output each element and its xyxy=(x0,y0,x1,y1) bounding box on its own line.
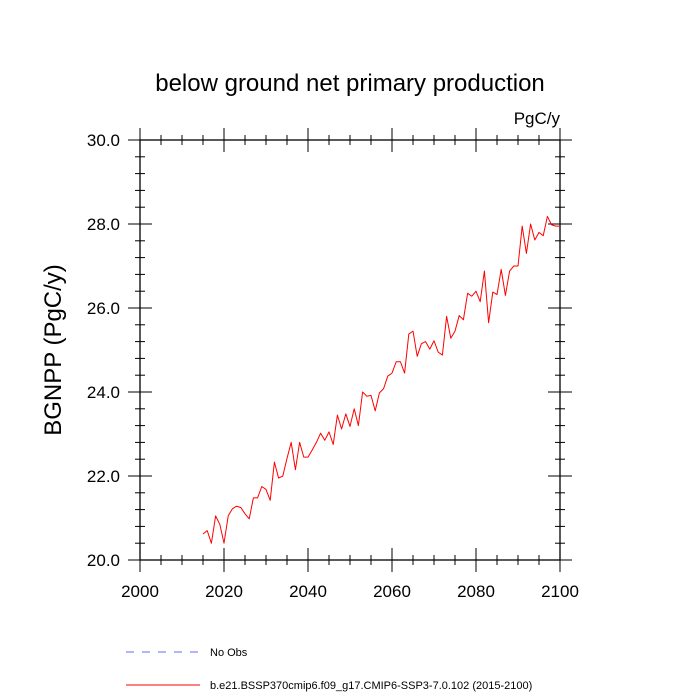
y-tick-label: 30.0 xyxy=(87,131,120,150)
plot-area xyxy=(202,215,560,544)
plot-frame xyxy=(139,139,561,561)
x-tick-label: 2000 xyxy=(121,582,159,601)
axis-tick-labels: 2000 2020 2040 2060 2080 2100 20.0 22.0 24.0 26.0… xyxy=(87,131,579,601)
y-axis-label: BGNPP (PgC/y) xyxy=(40,264,67,436)
legend-label: b.e21.BSSP370cmip6.f09_g17.CMIP6-SSP3-7.… xyxy=(210,680,532,692)
units-label: PgC/y xyxy=(514,109,561,128)
y-tick-label: 20.0 xyxy=(87,551,120,570)
x-tick-label: 2060 xyxy=(373,582,411,601)
axis-ticks xyxy=(128,128,572,572)
chart-title: below ground net primary production xyxy=(155,70,545,97)
x-tick-label: 2040 xyxy=(289,582,327,601)
x-tick-label: 2080 xyxy=(457,582,495,601)
legend-label: No Obs xyxy=(210,647,248,659)
series-line-0 xyxy=(202,215,560,544)
y-tick-label: 26.0 xyxy=(87,299,120,318)
y-tick-label: 28.0 xyxy=(87,215,120,234)
y-tick-label: 22.0 xyxy=(87,467,120,486)
legend: No Obs b.e21.BSSP370cmip6.f09_g17.CMIP6-S… xyxy=(126,647,532,692)
y-tick-label: 24.0 xyxy=(87,383,120,402)
x-tick-label: 2020 xyxy=(205,582,243,601)
x-tick-label: 2100 xyxy=(541,582,579,601)
